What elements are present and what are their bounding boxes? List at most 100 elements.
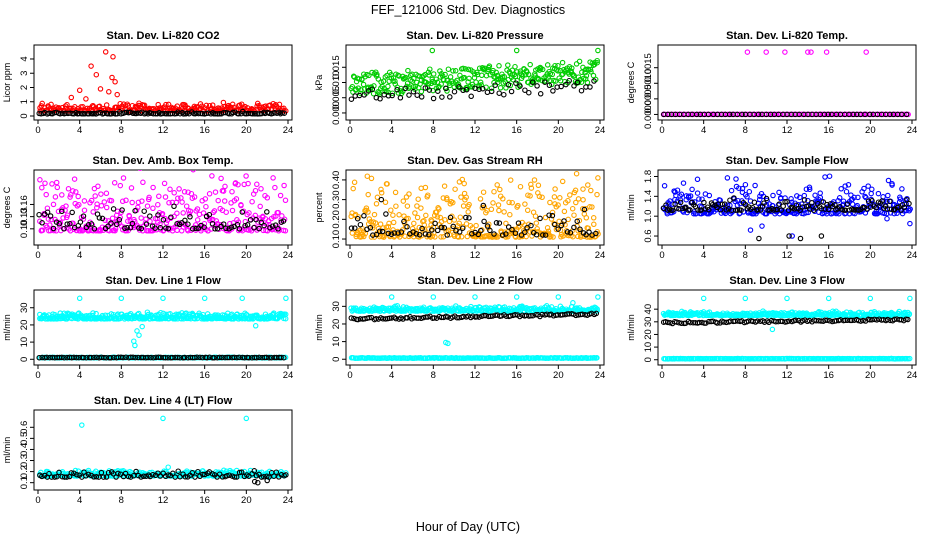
data-point	[134, 328, 140, 334]
data-point	[71, 354, 77, 361]
data-point	[885, 177, 892, 184]
data-point	[817, 190, 823, 196]
data-point	[845, 182, 852, 188]
data-point	[415, 196, 421, 202]
data-point	[348, 225, 355, 231]
data-point	[825, 295, 832, 302]
data-point	[377, 221, 384, 227]
data-point	[279, 213, 285, 219]
x-tick-label: 4	[701, 370, 706, 381]
data-point	[695, 207, 701, 213]
data-point	[132, 342, 138, 349]
x-tick-label: 4	[77, 370, 82, 381]
x-tick-label: 8	[743, 250, 748, 261]
data-point	[664, 319, 671, 326]
data-point	[228, 224, 235, 231]
data-point	[509, 199, 515, 206]
data-point	[219, 354, 225, 361]
data-point	[481, 218, 487, 225]
data-point	[209, 173, 215, 179]
x-tick-label: 12	[470, 250, 481, 261]
data-point	[765, 111, 772, 118]
data-point	[249, 111, 256, 117]
x-tick-label: 8	[431, 370, 436, 381]
data-point	[427, 66, 433, 72]
x-tick-label: 12	[782, 125, 793, 136]
data-point	[527, 355, 533, 361]
data-point	[714, 204, 720, 211]
data-point	[138, 215, 144, 221]
data-point	[101, 199, 108, 205]
data-point	[703, 320, 709, 326]
data-point	[669, 207, 676, 213]
data-point	[388, 231, 395, 238]
data-point	[484, 89, 491, 96]
data-point	[561, 208, 568, 215]
data-point	[551, 221, 557, 227]
data-point	[727, 197, 733, 203]
data-point	[390, 212, 396, 218]
data-point	[826, 318, 833, 324]
data-point	[687, 207, 693, 213]
chart-panel: Stan. Dev. Li-820 Temp.degrees C0 4 8 12 16 2…	[626, 30, 917, 136]
data-point	[754, 318, 761, 324]
data-point	[661, 183, 668, 189]
data-point	[491, 231, 497, 237]
data-point	[119, 198, 126, 205]
data-point	[573, 199, 579, 206]
data-point	[733, 207, 739, 213]
data-point	[96, 103, 103, 110]
y-tick-label: 10	[19, 337, 30, 348]
x-tick-label: 20	[865, 250, 876, 261]
data-point	[732, 318, 738, 324]
data-point	[836, 204, 843, 210]
data-point	[846, 210, 853, 217]
data-point	[365, 191, 371, 198]
data-point	[573, 312, 579, 319]
data-point	[201, 224, 207, 230]
data-point	[39, 220, 45, 226]
data-point	[806, 184, 813, 191]
data-point	[450, 223, 456, 230]
x-tick-label: 16	[511, 250, 522, 261]
data-point	[526, 89, 532, 96]
data-point	[380, 78, 387, 85]
data-point	[189, 226, 196, 232]
data-point	[774, 111, 780, 118]
data-point	[155, 201, 161, 208]
data-point	[537, 91, 544, 97]
y-tick-label: 0.0005	[643, 84, 654, 113]
data-point	[77, 219, 84, 225]
data-point	[823, 49, 830, 55]
x-tick-label: 0	[35, 370, 40, 381]
data-point	[518, 232, 525, 238]
data-point	[80, 104, 86, 110]
data-point	[500, 196, 506, 202]
data-point	[408, 316, 415, 322]
data-point	[155, 212, 161, 218]
y-axis-label: degrees C	[2, 186, 12, 228]
data-point	[512, 234, 519, 240]
data-point	[400, 308, 407, 314]
data-point	[583, 215, 590, 221]
data-point	[536, 193, 543, 200]
data-point	[185, 227, 191, 234]
data-point	[736, 185, 742, 191]
data-point	[527, 61, 533, 68]
x-tick-label: 24	[907, 250, 918, 261]
x-tick-label: 24	[283, 495, 294, 506]
data-point	[368, 175, 375, 182]
data-point	[221, 198, 228, 204]
data-point	[550, 234, 556, 240]
data-point	[378, 190, 385, 196]
data-point	[83, 96, 89, 102]
data-point	[528, 222, 534, 229]
data-point	[441, 77, 447, 83]
data-point	[813, 317, 819, 324]
data-point	[88, 354, 94, 361]
data-point	[388, 294, 395, 300]
data-point	[157, 226, 164, 233]
data-point	[572, 187, 579, 194]
data-point	[150, 471, 156, 478]
